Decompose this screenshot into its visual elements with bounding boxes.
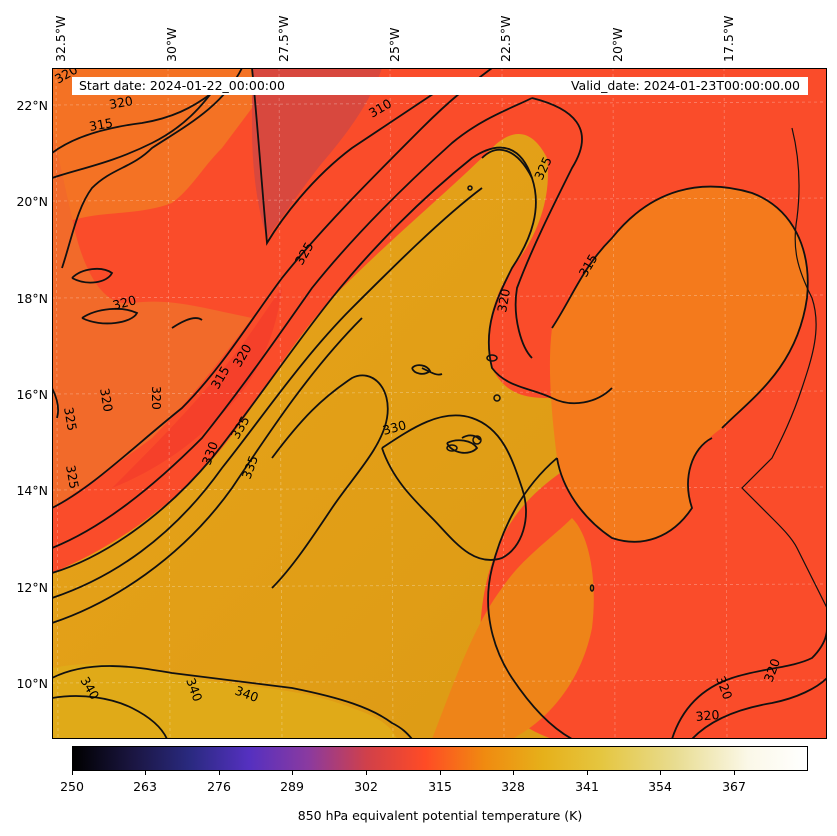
colorbar-tick — [587, 771, 588, 775]
colorbar-tick-label: 302 — [354, 779, 378, 794]
colorbar-tick — [219, 771, 220, 775]
colorbar-tick-label: 276 — [207, 779, 231, 794]
colorbar-tick-label: 315 — [428, 779, 452, 794]
lat-label-14n: 14°N — [16, 483, 48, 498]
contour-label: 320 — [695, 707, 720, 724]
contour-label: 330 — [381, 417, 408, 438]
colorbar-tick — [513, 771, 514, 775]
field-region-south-gold — [52, 663, 397, 739]
colorbar-tick-label: 367 — [722, 779, 746, 794]
lon-label-25w: 25°W — [387, 27, 402, 62]
colorbar-tick-label: 341 — [575, 779, 599, 794]
contour-label: 320 — [149, 386, 164, 410]
lon-label-30w: 30°W — [164, 27, 179, 62]
lat-label-18n: 18°N — [16, 291, 48, 306]
colorbar-tick-label: 250 — [60, 779, 84, 794]
contour-lines — [52, 68, 827, 739]
islands — [446, 185, 595, 592]
lat-label-10n: 10°N — [16, 676, 48, 691]
colorbar-tick — [440, 771, 441, 775]
colorbar-tick — [660, 771, 661, 775]
contour-label: 325 — [63, 464, 82, 490]
lon-label-17-5w: 17.5°W — [721, 15, 736, 62]
start-date-label: Start date: 2024-01-22_00:00:00 — [79, 78, 285, 93]
colorbar-tick-label: 354 — [648, 779, 672, 794]
date-header: Start date: 2024-01-22_00:00:00 Valid_da… — [72, 77, 808, 95]
lat-label-20n: 20°N — [16, 194, 48, 209]
contour-label: 320 — [108, 93, 134, 112]
lon-label-20w: 20°W — [610, 27, 625, 62]
theta-e-field-map: 320 320 315 310 325 325 315 320 320 320 … — [52, 68, 827, 739]
map-panel: 320 320 315 310 325 325 315 320 320 320 … — [52, 68, 827, 739]
colorbar — [72, 746, 808, 771]
colorbar-tick-label: 289 — [280, 779, 304, 794]
valid-date-label: Valid_date: 2024-01-23T00:00:00.00 — [570, 78, 800, 93]
colorbar-tick-label: 263 — [133, 779, 157, 794]
colorbar-tick — [734, 771, 735, 775]
coastline — [741, 127, 827, 609]
contour-label: 320 — [97, 387, 116, 413]
colorbar-tick — [72, 771, 73, 775]
lon-label-22-5w: 22.5°W — [498, 15, 513, 62]
colorbar-tick-label: 328 — [501, 779, 525, 794]
lon-label-32-5w: 32.5°W — [53, 15, 68, 62]
contour-label: 320 — [494, 287, 513, 313]
field-region-southeast-orange — [432, 518, 594, 739]
contour-label: 325 — [61, 406, 80, 432]
colorbar-tick — [145, 771, 146, 775]
colorbar-title: 850 hPa equivalent potential temperature… — [297, 808, 583, 823]
contour-label: 315 — [88, 115, 114, 134]
field-region-west-orange-2 — [52, 128, 252, 508]
colorbar-tick — [366, 771, 367, 775]
graticule — [52, 68, 827, 739]
field-region-north-streak — [252, 68, 382, 238]
colorbar-tick — [292, 771, 293, 775]
lon-label-27-5w: 27.5°W — [276, 15, 291, 62]
field-region-central-gold — [52, 134, 628, 739]
lat-label-16n: 16°N — [16, 387, 48, 402]
contour-label: 320 — [111, 292, 138, 313]
field-region-east-orange — [549, 186, 808, 542]
map-frame — [52, 68, 827, 739]
lat-label-22n: 22°N — [16, 98, 48, 113]
lat-label-12n: 12°N — [16, 580, 48, 595]
